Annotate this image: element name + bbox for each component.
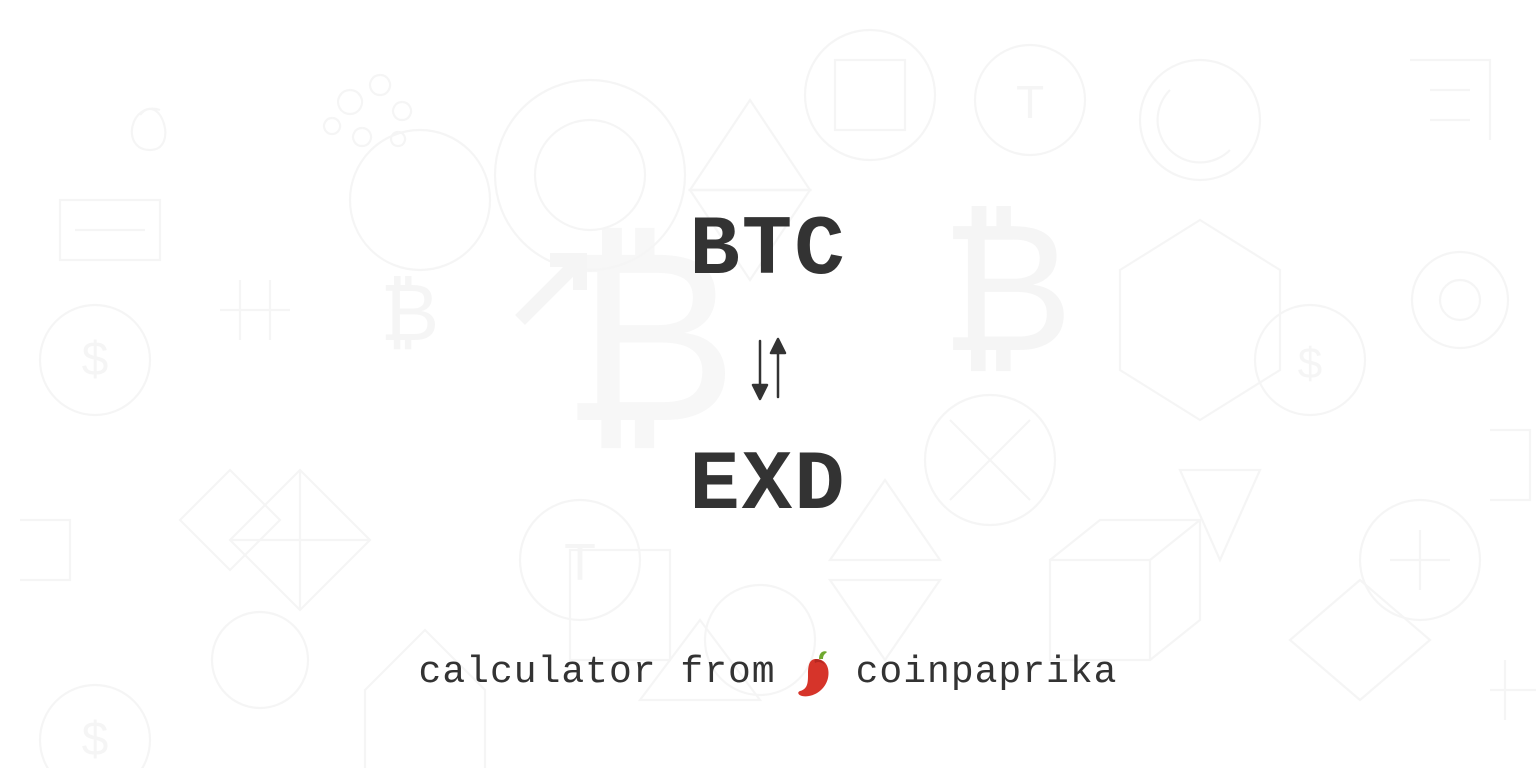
main-content: BTC EXD calculator from coinpaprika xyxy=(0,0,1536,768)
currency-pair: BTC EXD xyxy=(689,204,846,534)
from-ticker: BTC xyxy=(689,204,846,299)
swap-vertical-icon xyxy=(738,329,798,409)
pepper-icon xyxy=(794,646,838,698)
footer-prefix: calculator from xyxy=(419,651,776,694)
footer: calculator from coinpaprika xyxy=(0,646,1536,698)
footer-brand: coinpaprika xyxy=(856,651,1118,694)
to-ticker: EXD xyxy=(689,439,846,534)
